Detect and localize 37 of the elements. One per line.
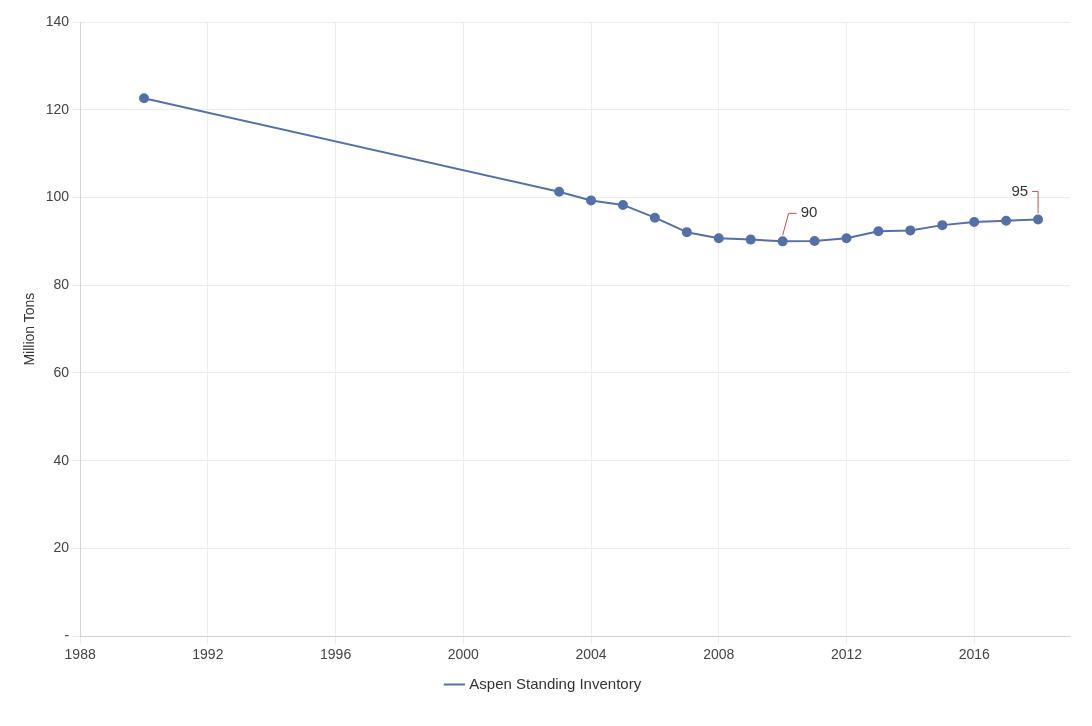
point [905,225,916,236]
x-tick-label: 1996 [320,646,352,663]
x-tick-label: 2008 [703,646,735,663]
point [937,220,948,231]
y-tick-label: 20 [53,539,70,556]
y-tick-label: 40 [53,451,70,468]
x-tick-label: 2004 [575,646,607,663]
point [841,233,852,244]
point [681,227,692,238]
point [745,234,756,245]
y-tick-label: 140 [45,12,70,29]
y-tick-label: - [64,627,70,644]
x-tick-label: 2016 [958,646,990,663]
y-tick-label: 120 [45,100,70,117]
x-tick-label: 2000 [447,646,480,663]
point [586,195,597,206]
point [1033,214,1044,225]
x-tick-label: 1992 [192,646,224,663]
y-tick-label: 60 [53,363,70,380]
x-tick-label: 2012 [830,646,863,663]
point [969,217,980,228]
legend-label: Aspen Standing Inventory [469,674,642,692]
point [809,235,820,246]
point [139,93,150,104]
point [713,233,724,244]
point [777,236,788,247]
data-label: 95 [1011,181,1029,199]
point [649,212,660,223]
point [617,199,628,210]
x-tick-label: 1988 [64,646,96,663]
y-tick-label: 100 [45,188,70,205]
y-tick-label: 80 [53,276,70,293]
data-label: 90 [800,203,818,221]
point [873,226,884,237]
y-axis-title: Million Tons [21,292,38,366]
point [554,186,565,197]
point [1001,215,1012,226]
